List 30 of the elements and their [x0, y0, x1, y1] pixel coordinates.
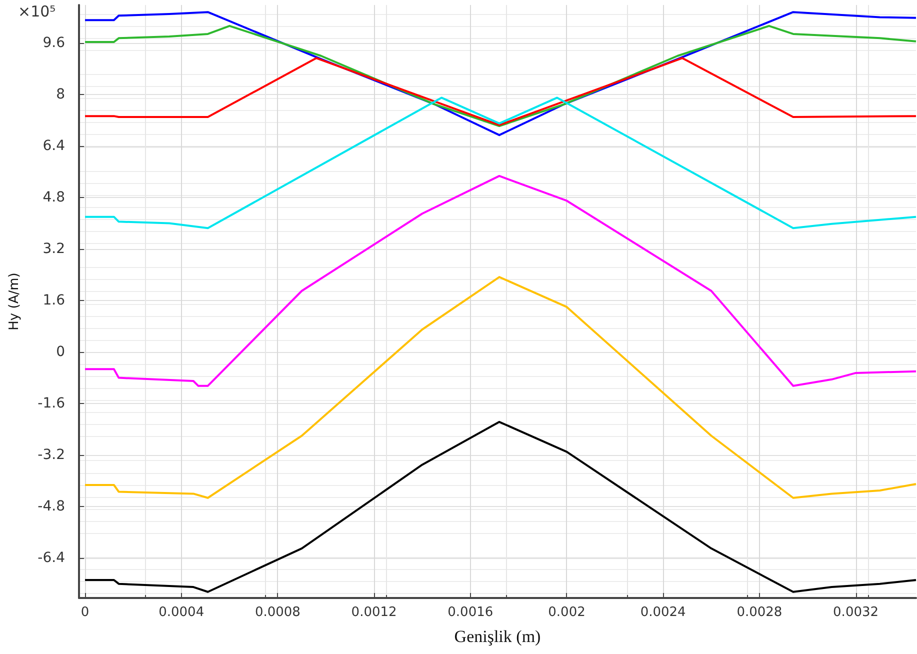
x-tick-label: 0.0012 — [351, 605, 397, 620]
text: ×10⁵ — [18, 2, 56, 20]
line-series — [84, 174, 917, 387]
y-tick-label: -4.8 — [38, 498, 65, 515]
y-tick-label: 3.2 — [42, 241, 65, 258]
y-tick-label: 6.4 — [42, 138, 66, 154]
line-series — [84, 57, 917, 126]
line-series — [84, 11, 917, 136]
y-tick-label: 0 — [56, 344, 65, 360]
line-series — [84, 276, 917, 499]
x-tick-label: 0.0004 — [158, 605, 204, 620]
y-tick-label: -6.4 — [38, 550, 66, 566]
y-tick-label: 1.6 — [42, 292, 66, 309]
y-tick-label: -3.2 — [38, 447, 65, 464]
y-tick-label: -1.6 — [38, 396, 66, 412]
x-tick-label: 0.002 — [548, 605, 586, 620]
line-series — [84, 96, 917, 230]
x-tick-label: 0.0024 — [640, 605, 686, 620]
line-series — [84, 24, 917, 128]
y-tick-label: 4.8 — [42, 190, 65, 206]
x-tick-label: 0 — [80, 605, 90, 620]
line-series — [84, 420, 917, 593]
y-tick-label: 8 — [56, 86, 65, 102]
x-tick-label: 0.0028 — [736, 605, 782, 620]
y-axis-title: Hy (A/m) — [7, 272, 22, 330]
x-tick-label: 0.0016 — [448, 605, 494, 620]
x-tick-label: 0.0008 — [254, 605, 300, 620]
y-tick-label: 9.6 — [42, 34, 66, 51]
x-axis-title: Genişlik (m) — [454, 627, 541, 646]
x-tick-label: 0.0032 — [833, 605, 879, 620]
